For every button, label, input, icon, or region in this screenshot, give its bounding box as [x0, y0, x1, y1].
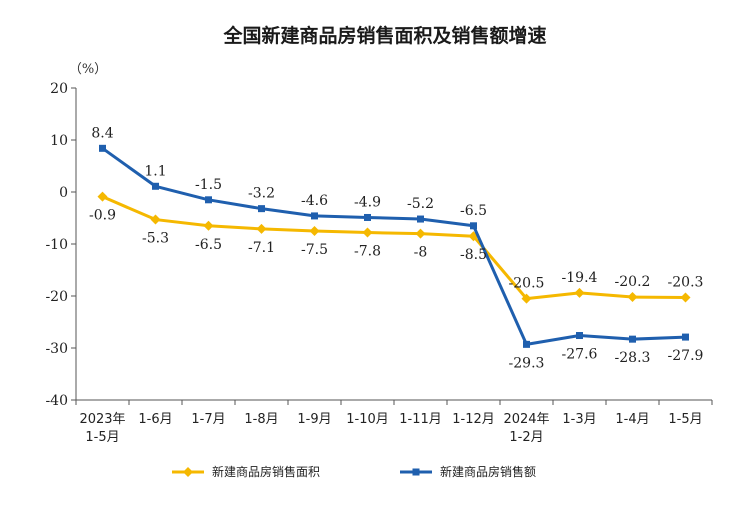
data-labels: -0.9 -5.3 -6.5 -7.1 -7.5 -7.8 -8 -8.5 -20.5 -19.4… [89, 125, 703, 371]
data-label: -5.2 [407, 196, 434, 212]
series-point [627, 292, 638, 303]
x-tick-label: 1-5月 [668, 412, 702, 427]
data-label: -7.8 [354, 244, 381, 260]
data-label: -6.5 [195, 237, 222, 253]
data-label: -5.3 [142, 231, 169, 247]
series-point [99, 144, 106, 152]
x-tick-label: 1-6月 [138, 412, 172, 427]
y-tick-label: -30 [45, 341, 68, 357]
data-label: -0.9 [89, 208, 116, 224]
data-label: -29.3 [509, 355, 545, 371]
legend: 新建商品房销售面积 新建商品房销售额 [172, 464, 536, 479]
data-label: -19.4 [562, 270, 598, 286]
series-point [574, 287, 585, 298]
data-label: -27.6 [562, 347, 598, 363]
legend-label: 新建商品房销售额 [440, 464, 536, 479]
data-label: -3.2 [248, 186, 275, 202]
series-point [309, 226, 320, 236]
series-point [258, 205, 265, 213]
x-tick-label: 1-12月 [452, 412, 495, 427]
series-point [362, 227, 373, 238]
chart-title: 全国新建商品房销售面积及销售额增速 [222, 24, 546, 47]
series-point [205, 196, 212, 204]
x-tick-label: 1-8月 [244, 412, 278, 427]
x-tick-label: 1-7月 [191, 412, 225, 427]
series-point [470, 222, 477, 230]
series-point [203, 220, 214, 231]
x-tick-label: 1-4月 [615, 412, 649, 427]
y-tick-label: -40 [45, 393, 68, 409]
legend-label: 新建商品房销售面积 [212, 464, 320, 479]
data-label: -20.2 [615, 274, 651, 290]
data-label: -28.3 [615, 350, 651, 366]
x-tick-label: 2024年 1-2月 [503, 412, 549, 445]
y-tick-label: 20 [50, 81, 68, 97]
y-tick-label: -20 [45, 289, 68, 305]
series-point [680, 292, 691, 303]
series-point [150, 214, 161, 225]
data-label: -6.5 [460, 203, 487, 219]
y-tick-label: 0 [59, 185, 68, 201]
series-point [364, 213, 371, 221]
series-point [311, 212, 318, 220]
y-axis-ticks: 20 10 0 -10 -20 -30 -40 [45, 81, 76, 409]
data-label: 8.4 [91, 125, 113, 141]
y-tick-label: -10 [45, 237, 68, 253]
data-label: -8 [414, 245, 428, 261]
series-layer [97, 144, 691, 348]
data-label: -7.1 [248, 240, 275, 256]
x-tick-label: 1-9月 [297, 412, 331, 427]
data-label: -1.5 [195, 177, 222, 193]
series-point [183, 467, 193, 477]
y-axis-unit: （%） [69, 62, 107, 77]
data-label: -7.5 [301, 242, 328, 258]
x-tick-label: 2023年 1-5月 [79, 412, 125, 445]
data-label: -27.9 [668, 348, 704, 364]
series-point [523, 340, 530, 348]
data-label: -4.9 [354, 194, 381, 210]
series-point [152, 182, 159, 190]
series-point [682, 333, 689, 341]
x-axis-ticks: 2023年 1-5月 1-6月 1-7月 1-8月 1-9月 1-10月 1-11月 1-12月… [75, 400, 713, 445]
x-tick-label: 1-11月 [399, 412, 442, 427]
series-point [412, 468, 420, 476]
series-point [415, 228, 426, 239]
data-label: -20.5 [509, 276, 545, 292]
x-tick-label: 1-10月 [346, 412, 389, 427]
series-point [417, 215, 424, 223]
data-label: -8.5 [460, 247, 487, 263]
series-point [576, 332, 583, 340]
series-point [256, 223, 267, 234]
series-line [101, 195, 686, 301]
series-point [97, 191, 108, 202]
series-point [521, 293, 532, 304]
data-label: 1.1 [144, 163, 166, 179]
series-point [629, 335, 636, 343]
y-tick-label: 10 [50, 133, 68, 149]
x-tick-label: 1-3月 [562, 412, 596, 427]
data-label: -20.3 [668, 275, 704, 291]
series-line [101, 147, 686, 346]
data-label: -4.6 [301, 193, 328, 209]
